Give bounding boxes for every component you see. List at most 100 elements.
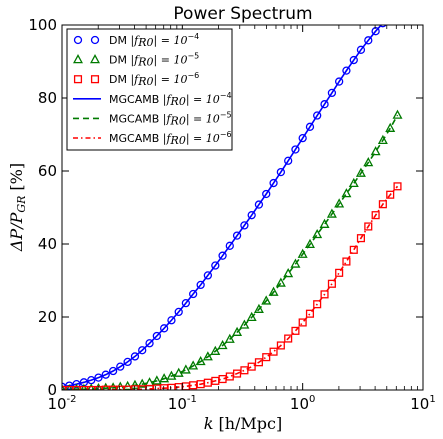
data-point bbox=[284, 334, 293, 343]
data-point bbox=[305, 122, 315, 131]
data-point bbox=[342, 66, 351, 75]
legend-entry-4: MGCAMB |fR0| = 10−4 bbox=[73, 91, 232, 108]
data-point bbox=[327, 88, 337, 98]
data-point bbox=[101, 370, 110, 379]
data-point bbox=[65, 385, 74, 390]
data-point bbox=[151, 375, 162, 385]
data-point bbox=[210, 345, 221, 355]
data-point bbox=[80, 383, 88, 390]
svg-text:k[h/Mpc]: k [h/Mpc] bbox=[204, 414, 282, 433]
data-point bbox=[261, 295, 272, 305]
data-point bbox=[342, 257, 351, 266]
data-point bbox=[247, 211, 256, 220]
y-tick-label: 0 bbox=[47, 381, 57, 399]
y-tick-label: 40 bbox=[38, 235, 57, 253]
legend-marker bbox=[73, 35, 83, 45]
data-point bbox=[320, 290, 329, 299]
data-point bbox=[291, 326, 300, 335]
data-point bbox=[181, 298, 191, 308]
legend-label: DM |fR0| = 10−6 bbox=[109, 71, 199, 88]
data-point bbox=[313, 300, 322, 309]
data-point bbox=[240, 221, 249, 230]
data-point bbox=[290, 258, 301, 268]
data-point bbox=[159, 373, 170, 383]
data-point bbox=[101, 382, 110, 390]
data-point bbox=[62, 384, 66, 390]
data-point bbox=[217, 339, 228, 350]
data-point bbox=[269, 178, 278, 188]
data-point bbox=[195, 355, 206, 366]
data-point bbox=[386, 190, 395, 199]
data-point bbox=[189, 289, 198, 299]
data-point bbox=[73, 383, 80, 390]
series-line-3 bbox=[62, 185, 399, 390]
data-point bbox=[189, 381, 198, 390]
y-tick-label: 60 bbox=[38, 162, 57, 180]
data-point bbox=[166, 370, 177, 380]
data-point bbox=[196, 280, 205, 290]
data-point bbox=[116, 362, 125, 371]
data-point bbox=[232, 326, 243, 336]
legend-label: MGCAMB |fR0| = 10−5 bbox=[109, 110, 232, 127]
data-point bbox=[173, 367, 184, 377]
legend-marker bbox=[90, 75, 100, 84]
data-point bbox=[225, 241, 234, 250]
data-point bbox=[254, 358, 263, 367]
data-point bbox=[312, 228, 323, 239]
data-point bbox=[180, 364, 191, 374]
data-point bbox=[364, 36, 373, 45]
data-point bbox=[326, 208, 337, 218]
data-point bbox=[137, 378, 148, 388]
data-point bbox=[385, 122, 396, 132]
data-point bbox=[335, 77, 344, 86]
data-point bbox=[152, 384, 161, 390]
legend-label: DM |fR0| = 10−5 bbox=[109, 52, 199, 69]
x-tick-label: 101 bbox=[410, 394, 435, 413]
legend: DM |fR0| = 10−4 DM |fR0| = 10−5 DM |fR0| =… bbox=[66, 28, 233, 151]
x-axis-var: k bbox=[204, 414, 214, 433]
x-tick-label: 10-1 bbox=[168, 394, 197, 413]
legend-label: MGCAMB |fR0| = 10−6 bbox=[109, 130, 232, 147]
legend-entry-1: DM |fR0| = 10−4 bbox=[73, 32, 199, 49]
data-point bbox=[130, 352, 140, 361]
data-point bbox=[108, 382, 118, 390]
data-point bbox=[377, 134, 388, 144]
data-point bbox=[283, 268, 294, 278]
data-point bbox=[297, 248, 308, 258]
x-tick-label: 100 bbox=[290, 394, 315, 413]
data-point bbox=[145, 339, 154, 348]
data-point bbox=[392, 109, 403, 119]
legend-box bbox=[66, 28, 233, 151]
data-point bbox=[363, 157, 374, 167]
data-point bbox=[224, 333, 235, 343]
data-point bbox=[356, 234, 365, 243]
data-point bbox=[348, 177, 359, 188]
data-point bbox=[304, 238, 315, 249]
data-point bbox=[152, 331, 161, 341]
data-point bbox=[356, 45, 366, 54]
data-point bbox=[72, 380, 81, 389]
legend-entry-6: MGCAMB |fR0| = 10−6 bbox=[73, 130, 232, 147]
x-axis-unit: [h/Mpc] bbox=[218, 414, 282, 433]
data-point bbox=[269, 347, 278, 356]
data-point bbox=[291, 145, 300, 154]
data-point bbox=[284, 156, 293, 165]
data-point bbox=[218, 251, 227, 260]
y-axis-sub: GR bbox=[15, 196, 28, 213]
data-point bbox=[364, 222, 373, 231]
data-point bbox=[268, 286, 279, 296]
data-point bbox=[159, 324, 169, 333]
svg-text:ΔP/PGR[%]: ΔP/PGR [%] bbox=[7, 163, 28, 252]
series-line-2 bbox=[62, 114, 399, 390]
data-point bbox=[87, 385, 96, 390]
legend-entry-2: DM |fR0| = 10−5 bbox=[73, 52, 199, 69]
data-point bbox=[108, 366, 118, 376]
legend-label: MGCAMB |fR0| = 10−4 bbox=[109, 91, 232, 108]
data-point bbox=[94, 382, 103, 390]
series-markers-1 bbox=[62, 25, 387, 390]
data-point bbox=[262, 189, 271, 199]
data-point bbox=[211, 261, 220, 270]
data-point bbox=[298, 133, 307, 143]
data-point bbox=[246, 311, 257, 322]
